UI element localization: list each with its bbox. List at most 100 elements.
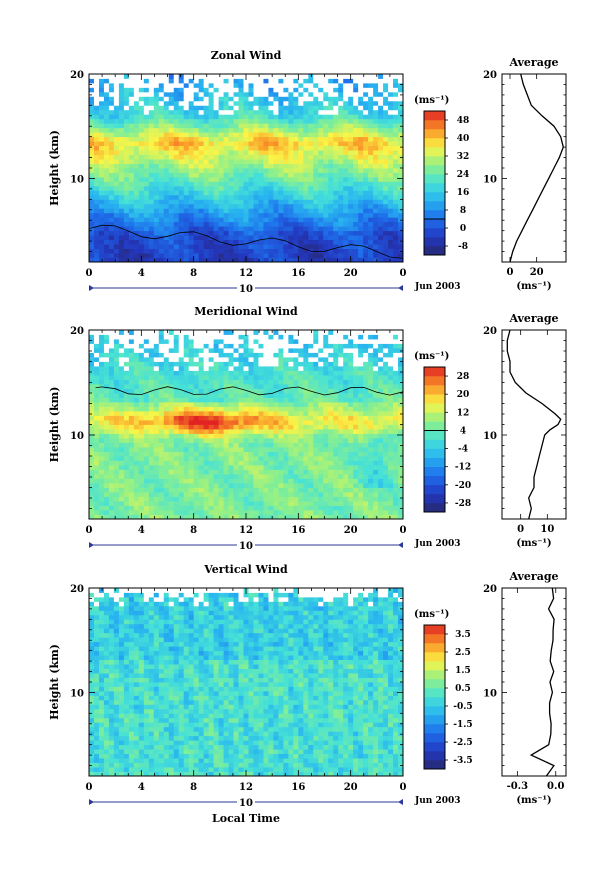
heatmap-cell (224, 222, 229, 227)
heatmap-cell (139, 389, 144, 394)
heatmap-cell (224, 447, 229, 452)
heatmap-cell (378, 492, 383, 497)
heatmap-cell (328, 253, 333, 258)
heatmap-cell (353, 240, 358, 245)
heatmap-cell (373, 199, 378, 204)
heatmap-cell (343, 96, 348, 101)
heatmap-cell (239, 470, 244, 475)
heatmap-cell (204, 159, 209, 164)
heatmap-cell (109, 137, 114, 142)
heatmap-cell (328, 483, 333, 488)
heatmap-cell (179, 190, 184, 195)
heatmap-cell (313, 186, 318, 191)
heatmap-cell (263, 420, 268, 425)
heatmap-cell (199, 398, 204, 403)
heatmap-cell (184, 398, 189, 403)
heatmap-cell (169, 240, 174, 245)
heatmap-cell (388, 101, 393, 106)
heatmap-cell (239, 393, 244, 398)
heatmap-cell (303, 253, 308, 258)
heatmap-cell (149, 199, 154, 204)
heatmap-cell (278, 199, 283, 204)
heatmap-cell (154, 177, 159, 182)
heatmap-cell (244, 429, 249, 434)
heatmap-cell (378, 114, 383, 119)
heatmap-cell (313, 420, 318, 425)
heatmap-cell (348, 114, 353, 119)
heatmap-cell (303, 456, 308, 461)
heatmap-cell (219, 226, 224, 231)
heatmap-cell (204, 150, 209, 155)
heatmap-cell (248, 398, 253, 403)
heatmap-cell (363, 371, 368, 376)
heatmap-cell (169, 393, 174, 398)
heatmap-cell (189, 479, 194, 484)
heatmap-cell (164, 204, 169, 209)
heatmap-cell (313, 479, 318, 484)
heatmap-cell (134, 128, 139, 133)
heatmap-cell (378, 425, 383, 430)
heatmap-cell (194, 235, 199, 240)
heatmap-cell (318, 222, 323, 227)
heatmap-cell (333, 204, 338, 209)
heatmap-cell (119, 235, 124, 240)
heatmap-cell (273, 411, 278, 416)
heatmap-cell (239, 74, 244, 79)
heatmap-cell (263, 411, 268, 416)
heatmap-cell (278, 132, 283, 137)
heatmap-cell (338, 447, 343, 452)
heatmap-cell (194, 74, 199, 79)
heatmap-cell (204, 177, 209, 182)
heatmap-cell (283, 438, 288, 443)
heatmap-cell (288, 411, 293, 416)
heatmap-cell (303, 425, 308, 430)
heatmap-cell (129, 488, 134, 493)
heatmap-cell (338, 249, 343, 254)
heatmap-cell (229, 231, 234, 236)
heatmap-cell (174, 402, 179, 407)
heatmap-cell (318, 407, 323, 412)
heatmap-cell (258, 208, 263, 213)
heatmap-cell (278, 74, 283, 79)
heatmap-cell (234, 366, 239, 371)
heatmap-cell (373, 461, 378, 466)
heatmap-cell (179, 371, 184, 376)
heatmap-cell (298, 105, 303, 110)
heatmap-cell (244, 425, 249, 430)
heatmap-cell (383, 78, 388, 83)
heatmap-cell (144, 506, 149, 511)
heatmap-cell (194, 83, 199, 88)
heatmap-cell (313, 407, 318, 412)
heatmap-cell (174, 244, 179, 249)
heatmap-cell (174, 429, 179, 434)
heatmap-cell (378, 461, 383, 466)
heatmap-cell (278, 204, 283, 209)
heatmap-cell (348, 456, 353, 461)
heatmap-cell (318, 510, 323, 515)
heatmap-cell (119, 474, 124, 479)
heatmap-cell (343, 235, 348, 240)
heatmap-cell (134, 384, 139, 389)
heatmap-cell (174, 411, 179, 416)
heatmap-cell (159, 208, 164, 213)
heatmap-cell (99, 470, 104, 475)
heatmap-cell (373, 371, 378, 376)
heatmap-cell (288, 128, 293, 133)
heatmap-cell (273, 96, 278, 101)
heatmap-cell (343, 479, 348, 484)
heatmap-cell (288, 155, 293, 160)
heatmap-cell (154, 434, 159, 439)
heatmap-cell (338, 155, 343, 160)
heatmap-cell (194, 492, 199, 497)
heatmap-cell (363, 83, 368, 88)
heatmap-cell (353, 172, 358, 177)
heatmap-cell (159, 375, 164, 380)
heatmap-cell (383, 181, 388, 186)
heatmap-cell (368, 119, 373, 124)
heatmap-cell (89, 402, 94, 407)
heatmap-cell (124, 172, 129, 177)
heatmap-cell (253, 78, 258, 83)
heatmap-cell (278, 249, 283, 254)
heatmap-cell (234, 497, 239, 502)
heatmap-cell (124, 217, 129, 222)
